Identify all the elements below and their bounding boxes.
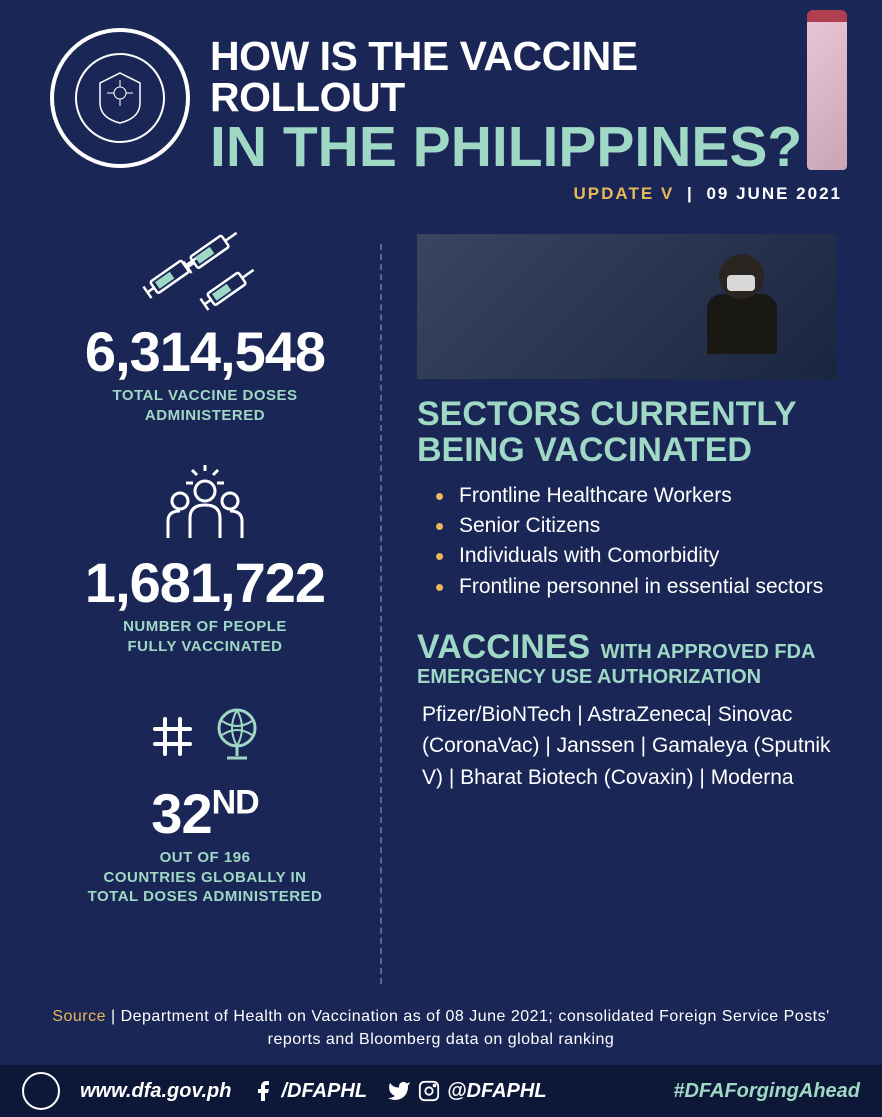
vaccines-title: VACCINES WITH APPROVED FDA EMERGENCY USE… <box>417 630 837 689</box>
twitter-icon <box>387 1079 411 1103</box>
stat-fully-vaccinated: 1,681,722 NUMBER OF PEOPLE FULLY VACCINA… <box>60 465 350 656</box>
update-date-line: UPDATE V | 09 JUNE 2021 <box>210 184 842 204</box>
fully-vaccinated-value: 1,681,722 <box>60 555 350 611</box>
source-text: Department of Health on Vaccination as o… <box>121 1008 830 1047</box>
list-item: Individuals with Comorbidity <box>435 541 837 571</box>
list-item: Frontline Healthcare Workers <box>435 481 837 511</box>
list-item: Senior Citizens <box>435 511 837 541</box>
total-doses-label: TOTAL VACCINE DOSES ADMINISTERED <box>60 386 350 425</box>
footer-facebook: /DFAPHL <box>251 1079 367 1103</box>
header: HOW IS THE VACCINE ROLLOUT IN THE PHILIP… <box>0 0 882 214</box>
footer-twitter-instagram: @DFAPHL <box>387 1079 547 1103</box>
people-icon <box>60 465 350 545</box>
source-label: Source <box>52 1008 106 1025</box>
update-label: UPDATE V <box>574 184 675 203</box>
rank-label: OUT OF 196 COUNTRIES GLOBALLY IN TOTAL D… <box>60 848 350 907</box>
footer-website: www.dfa.gov.ph <box>80 1080 231 1103</box>
rank-icon <box>60 696 350 776</box>
vaccines-photo: COVID-192019-nCoVvaccine <box>807 10 847 170</box>
stats-column: 6,314,548 TOTAL VACCINE DOSES ADMINISTER… <box>60 234 380 984</box>
main-content: 6,314,548 TOTAL VACCINE DOSES ADMINISTER… <box>0 214 882 984</box>
vaccines-list: Pfizer/BioNTech | AstraZeneca| Sinovac (… <box>417 699 837 794</box>
fully-vaccinated-label: NUMBER OF PEOPLE FULLY VACCINATED <box>60 617 350 656</box>
total-doses-value: 6,314,548 <box>60 324 350 380</box>
rank-value: 32ND <box>60 786 350 842</box>
stat-global-rank: 32ND OUT OF 196 COUNTRIES GLOBALLY IN TO… <box>60 696 350 907</box>
footer-seal-icon <box>22 1072 60 1110</box>
stat-total-doses: 6,314,548 TOTAL VACCINE DOSES ADMINISTER… <box>60 234 350 425</box>
list-item: Frontline personnel in essential sectors <box>435 572 837 602</box>
instagram-icon <box>417 1079 441 1103</box>
dfa-seal <box>50 28 190 168</box>
footer-hashtag: #DFAForgingAhead <box>673 1080 860 1103</box>
title-block: HOW IS THE VACCINE ROLLOUT IN THE PHILIP… <box>210 28 842 204</box>
footer-bar: www.dfa.gov.ph /DFAPHL @DFAPHL #DFAForgi… <box>0 1065 882 1117</box>
date-value: 09 JUNE 2021 <box>706 184 842 203</box>
title-line-1: HOW IS THE VACCINE ROLLOUT <box>210 36 842 118</box>
info-column: SECTORS CURRENTLY BEING VACCINATED Front… <box>382 234 837 984</box>
facebook-icon <box>251 1079 275 1103</box>
sectors-photo <box>417 234 837 379</box>
title-line-2: IN THE PHILIPPINES? <box>210 120 842 174</box>
sectors-title: SECTORS CURRENTLY BEING VACCINATED <box>417 397 837 468</box>
source-line: Source | Department of Health on Vaccina… <box>0 984 882 1051</box>
date-separator: | <box>687 184 694 203</box>
syringe-icon <box>60 234 350 314</box>
sectors-list: Frontline Healthcare Workers Senior Citi… <box>417 481 837 603</box>
seal-emblem <box>75 53 165 143</box>
